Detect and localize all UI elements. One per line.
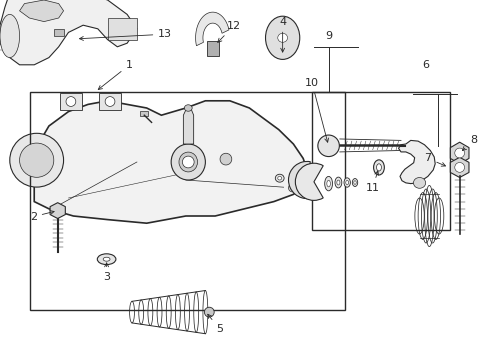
Polygon shape <box>20 0 63 22</box>
Ellipse shape <box>171 144 205 180</box>
Bar <box>206 41 219 56</box>
Circle shape <box>10 133 63 187</box>
Ellipse shape <box>277 33 287 42</box>
Text: 4: 4 <box>279 17 285 52</box>
Text: 10: 10 <box>305 78 328 142</box>
Circle shape <box>454 162 464 172</box>
Polygon shape <box>0 0 137 65</box>
Text: 9: 9 <box>325 31 331 41</box>
Bar <box>60 93 81 110</box>
Ellipse shape <box>336 180 339 185</box>
Ellipse shape <box>412 177 425 188</box>
Text: 5: 5 <box>207 314 223 334</box>
Bar <box>140 111 148 116</box>
Wedge shape <box>288 161 310 199</box>
Circle shape <box>182 156 194 168</box>
Text: 12: 12 <box>217 21 240 42</box>
Text: 2: 2 <box>30 211 54 222</box>
Polygon shape <box>449 157 468 177</box>
Polygon shape <box>449 142 468 164</box>
Bar <box>54 29 63 36</box>
Ellipse shape <box>324 176 332 191</box>
Polygon shape <box>34 101 307 223</box>
Circle shape <box>105 96 115 107</box>
Ellipse shape <box>345 180 348 185</box>
Text: 1: 1 <box>98 60 133 90</box>
Ellipse shape <box>376 164 381 171</box>
Polygon shape <box>183 108 193 144</box>
Ellipse shape <box>334 177 341 188</box>
Ellipse shape <box>373 160 384 175</box>
Ellipse shape <box>97 254 116 265</box>
Bar <box>107 18 137 40</box>
Circle shape <box>20 143 54 177</box>
Text: 11: 11 <box>365 171 379 193</box>
Text: 7: 7 <box>424 153 445 166</box>
Ellipse shape <box>179 152 197 172</box>
Text: 13: 13 <box>80 29 172 40</box>
Ellipse shape <box>265 16 299 59</box>
Wedge shape <box>295 163 323 201</box>
Ellipse shape <box>0 14 20 58</box>
Text: 6: 6 <box>421 60 428 70</box>
Polygon shape <box>50 203 65 219</box>
Circle shape <box>66 96 76 107</box>
Ellipse shape <box>275 174 284 182</box>
Ellipse shape <box>326 180 330 187</box>
Ellipse shape <box>351 179 357 186</box>
Circle shape <box>204 307 214 317</box>
Circle shape <box>220 153 231 165</box>
Circle shape <box>454 148 464 158</box>
Ellipse shape <box>288 184 296 192</box>
Ellipse shape <box>184 105 192 111</box>
Ellipse shape <box>103 257 110 261</box>
Polygon shape <box>195 12 228 46</box>
Ellipse shape <box>277 176 281 180</box>
Text: 8: 8 <box>462 135 476 150</box>
Text: 3: 3 <box>103 263 110 282</box>
Circle shape <box>317 135 339 157</box>
Polygon shape <box>398 140 434 184</box>
Bar <box>99 93 121 110</box>
Ellipse shape <box>353 181 355 184</box>
Ellipse shape <box>344 178 349 187</box>
